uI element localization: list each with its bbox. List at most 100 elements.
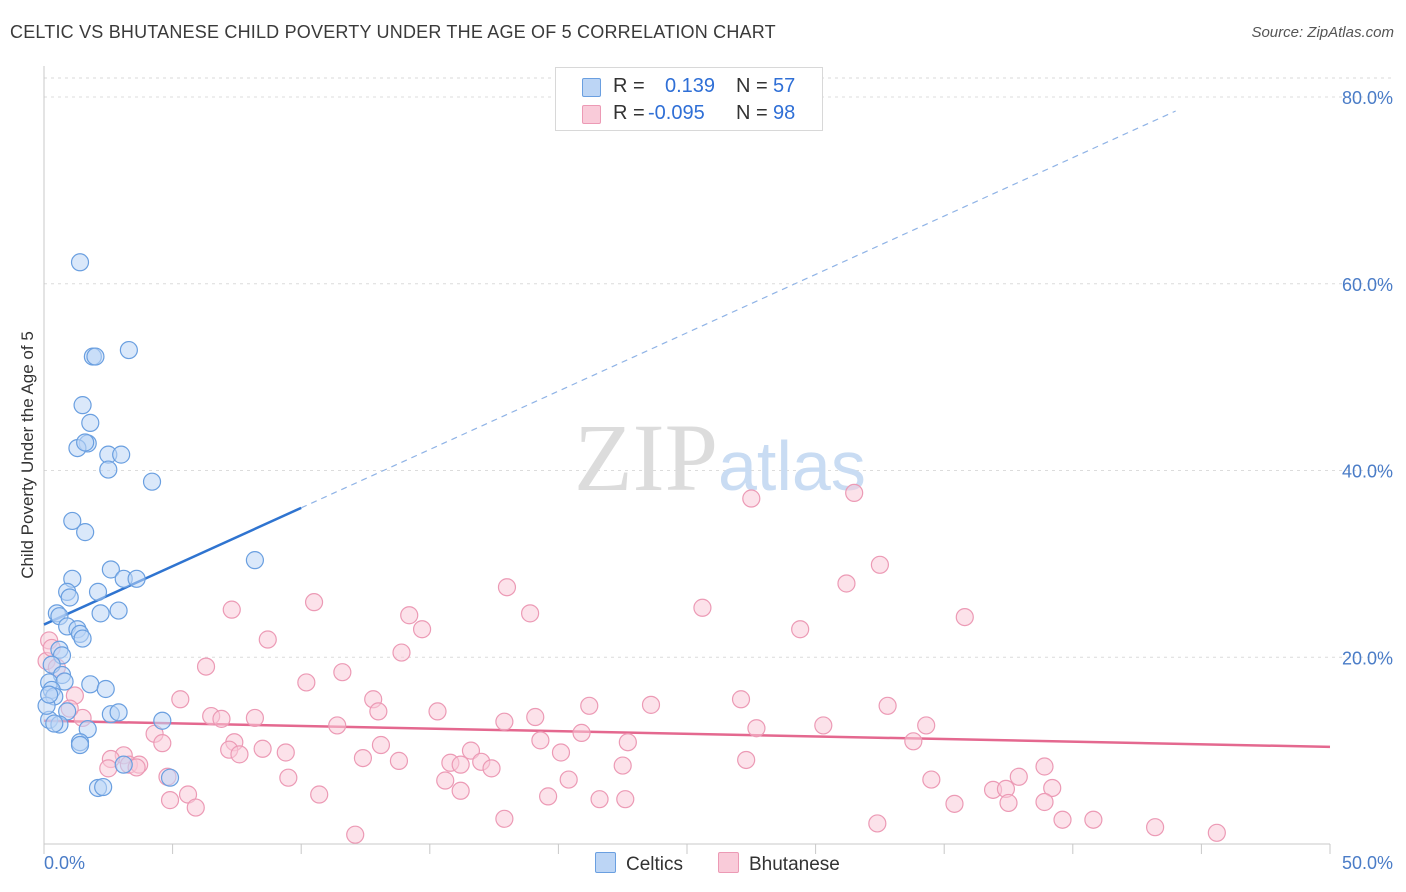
legend-swatch-celtics — [595, 852, 616, 873]
legend-item-celtics[interactable]: Celtics — [595, 852, 683, 876]
point-celtics — [86, 347, 105, 366]
stats-row-celtics: R = 0.139 N = 57 — [556, 73, 822, 99]
stats-r-label: R = — [613, 102, 645, 124]
point-bhutanese — [333, 663, 352, 682]
stats-r-value: -0.095 — [648, 102, 705, 124]
point-bhutanese — [814, 716, 833, 735]
point-celtics — [101, 560, 120, 579]
point-bhutanese — [618, 733, 637, 752]
y-tick-labels: 20.0% 40.0% 60.0% 80.0% — [1342, 88, 1393, 668]
point-bhutanese — [791, 620, 810, 639]
point-celtics — [76, 433, 95, 452]
point-bhutanese — [196, 657, 216, 676]
point-bhutanese — [955, 607, 974, 627]
point-celtics — [40, 685, 59, 704]
point-bhutanese — [878, 696, 897, 715]
point-bhutanese — [310, 785, 329, 804]
point-bhutanese — [451, 781, 470, 800]
point-celtics — [81, 675, 100, 694]
point-celtics — [63, 511, 82, 531]
point-bhutanese — [1207, 823, 1226, 842]
point-bhutanese — [551, 743, 571, 762]
point-bhutanese — [371, 735, 391, 755]
source-credit: Source: ZipAtlas.com — [1251, 24, 1394, 41]
x-tick-max: 50.0% — [1342, 853, 1393, 873]
point-bhutanese — [451, 755, 470, 774]
point-bhutanese — [353, 748, 373, 768]
x-tick-min: 0.0% — [44, 853, 85, 873]
point-bhutanese — [1043, 778, 1062, 798]
point-bhutanese — [922, 770, 941, 789]
point-bhutanese — [747, 719, 766, 738]
legend-item-bhutanese[interactable]: Bhutanese — [718, 852, 840, 876]
stats-swatch-bhutanese — [582, 105, 601, 124]
y-tick-label: 20.0% — [1342, 648, 1393, 668]
point-bhutanese — [428, 702, 447, 721]
stats-n-value: 57 — [773, 75, 796, 97]
point-celtics — [81, 413, 100, 432]
point-celtics — [109, 703, 128, 722]
point-bhutanese — [258, 630, 277, 649]
point-celtics — [94, 777, 113, 797]
point-celtics — [76, 523, 95, 542]
point-celtics — [70, 735, 90, 755]
point-bhutanese — [495, 809, 514, 828]
point-bhutanese — [737, 750, 756, 770]
point-bhutanese — [328, 716, 347, 735]
point-bhutanese — [616, 790, 635, 809]
trend-line-celtics — [43, 506, 302, 626]
point-bhutanese — [531, 731, 550, 750]
point-bhutanese — [1146, 818, 1165, 837]
point-bhutanese — [641, 695, 661, 714]
point-bhutanese — [521, 604, 540, 623]
y-tick-label: 40.0% — [1342, 462, 1393, 482]
point-bhutanese — [171, 690, 190, 709]
point-bhutanese — [837, 574, 856, 593]
watermark-zip: ZIP — [574, 404, 718, 511]
stats-n-value: 98 — [773, 102, 796, 124]
point-bhutanese — [222, 600, 241, 619]
gridlines — [44, 77, 1392, 658]
point-celtics — [45, 714, 64, 733]
point-celtics — [73, 629, 92, 648]
stats-r-value: 0.139 — [665, 75, 716, 97]
point-bhutanese — [153, 734, 172, 753]
point-bhutanese — [731, 690, 751, 709]
watermark-atlas: atlas — [718, 427, 866, 505]
point-celtics — [55, 672, 74, 691]
point-bhutanese — [904, 732, 923, 751]
point-celtics — [88, 582, 108, 601]
point-bhutanese — [945, 794, 964, 813]
point-bhutanese — [392, 643, 411, 662]
point-bhutanese — [186, 798, 205, 817]
legend-swatch-bhutanese — [718, 852, 739, 873]
point-bhutanese — [160, 791, 180, 810]
point-bhutanese — [346, 825, 365, 844]
point-celtics — [245, 551, 265, 570]
point-bhutanese — [400, 606, 419, 625]
point-celtics — [153, 711, 172, 730]
point-bhutanese — [461, 741, 481, 760]
point-bhutanese — [253, 739, 272, 758]
point-celtics — [73, 396, 92, 415]
point-bhutanese — [412, 620, 432, 639]
point-celtics — [142, 472, 162, 491]
point-bhutanese — [999, 793, 1018, 813]
watermark: ZIP atlas — [574, 404, 866, 511]
point-bhutanese — [230, 745, 249, 764]
point-bhutanese — [279, 768, 298, 787]
point-bhutanese — [1053, 810, 1072, 829]
point-bhutanese — [495, 712, 514, 731]
stats-swatch-celtics — [582, 78, 601, 97]
point-celtics — [160, 768, 180, 787]
point-bhutanese — [369, 702, 388, 721]
point-bhutanese — [590, 790, 609, 809]
stats-box: R = 0.139 N = 57 R = -0.095 N = 98 — [555, 67, 823, 131]
point-bhutanese — [868, 814, 887, 833]
point-bhutanese — [436, 771, 455, 790]
point-celtics — [70, 253, 90, 272]
point-bhutanese — [845, 483, 864, 503]
point-bhutanese — [212, 709, 231, 728]
stats-r-label: R = — [613, 75, 645, 97]
